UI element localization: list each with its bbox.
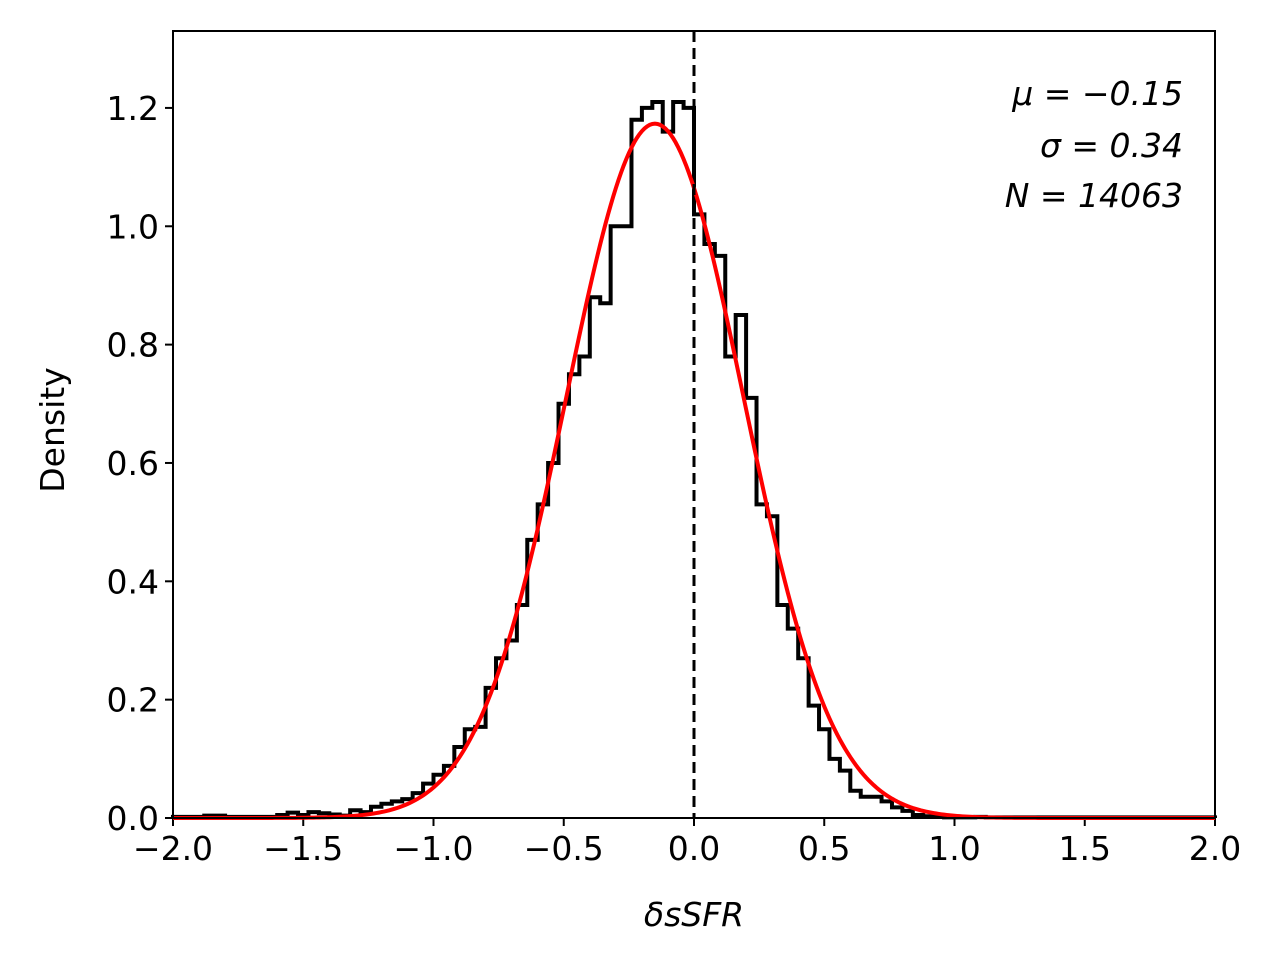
x-tick-label: −1.0 xyxy=(393,829,473,868)
y-tick-label: 0.8 xyxy=(107,326,159,365)
y-tick-label: 0.0 xyxy=(107,799,159,838)
y-axis-ticks: 0.0 0.2 0.4 0.6 0.8 1.0 1.2 xyxy=(107,89,173,838)
y-tick-label: 0.6 xyxy=(107,444,159,483)
annotation-n: N = 14063 xyxy=(1005,176,1183,215)
x-tick-label: 1.5 xyxy=(1059,829,1111,868)
x-axis-ticks: −2.0 −1.5 −1.0 −0.5 0.0 0.5 1.0 1.5 2.0 xyxy=(133,818,1241,868)
y-tick-label: 0.2 xyxy=(107,681,159,720)
annotation-sigma: σ = 0.34 xyxy=(1040,126,1183,165)
x-tick-label: 2.0 xyxy=(1189,829,1241,868)
annotation-mu: μ = −0.15 xyxy=(1011,74,1183,113)
x-tick-label: 0.5 xyxy=(798,829,850,868)
y-tick-label: 1.2 xyxy=(107,89,159,128)
y-tick-label: 1.0 xyxy=(107,207,159,246)
x-tick-label: −0.5 xyxy=(524,829,604,868)
plot-frame xyxy=(172,30,1216,819)
x-tick-label: −1.5 xyxy=(263,829,343,868)
y-axis-label: Density xyxy=(33,367,72,492)
x-tick-label: −2.0 xyxy=(133,829,213,868)
x-axis-label: δsSFR xyxy=(644,895,744,934)
x-tick-label: 1.0 xyxy=(928,829,980,868)
x-tick-label: 0.0 xyxy=(668,829,720,868)
y-tick-label: 0.4 xyxy=(107,562,159,601)
